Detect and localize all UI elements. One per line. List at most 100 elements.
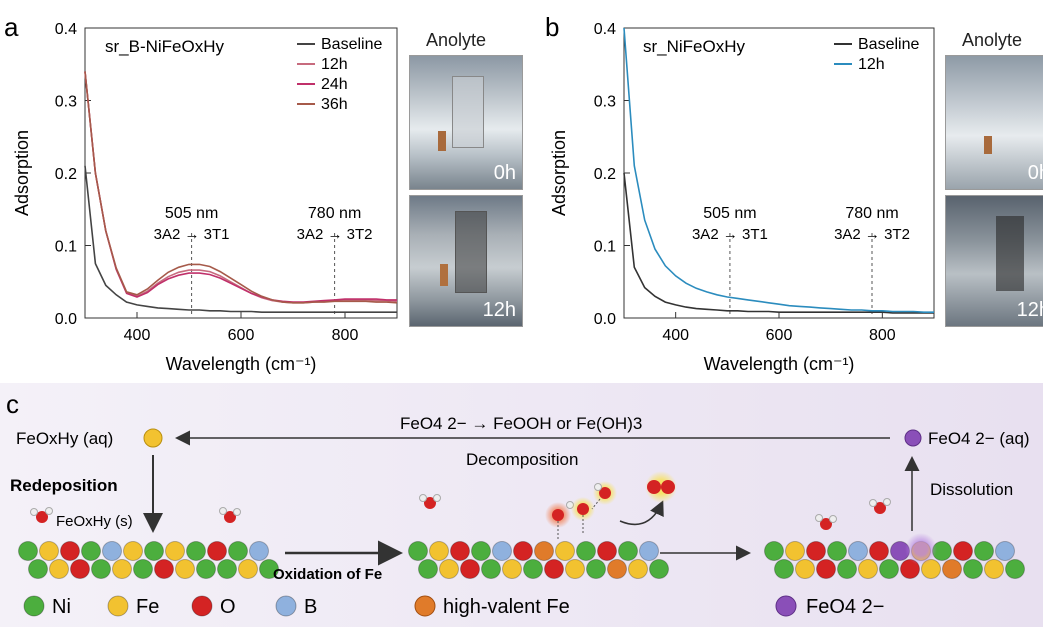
surface-atom <box>764 541 784 561</box>
feoxhy-aq-label: FeOxHy (aq) <box>16 429 113 448</box>
feo4-species-icon <box>904 429 922 447</box>
oxidation-label: Oxidation of Fe <box>273 566 382 583</box>
surface-atom <box>123 541 143 561</box>
series-line-24h <box>84 71 397 303</box>
surface-atom <box>154 559 174 579</box>
surface-atom <box>984 559 1004 579</box>
feo4-legend-label: FeO4 2− <box>806 596 884 618</box>
surface-atom <box>837 559 857 579</box>
sample-icon <box>438 131 446 151</box>
legend-atom-label: Fe <box>136 596 159 618</box>
catalyst-surface-1 <box>18 541 279 579</box>
surface-atom <box>70 559 90 579</box>
surface-atom <box>207 541 227 561</box>
series-line-12h <box>84 71 398 304</box>
water-molecule-icon <box>219 507 241 523</box>
panel-b-xlabel: Wavelength (cm⁻¹) <box>704 354 855 374</box>
annotation-wavelength: 505 nm <box>703 205 756 222</box>
y-tick-label: 0.4 <box>55 21 77 38</box>
atom-legend: Ni Fe O B <box>23 595 317 618</box>
panel-b-photo-0h: 0h <box>945 55 1043 190</box>
surface-atom <box>995 541 1015 561</box>
surface-atom <box>91 559 111 579</box>
surface-atom <box>28 559 48 579</box>
series-line-36h <box>84 71 398 304</box>
surface-atom <box>1005 559 1025 579</box>
annotation-transition: 3A2 → 3T2 <box>834 226 910 243</box>
legend-atom-icon <box>107 595 129 617</box>
annotation-transition: 3A2 → 3T2 <box>297 226 373 243</box>
catalyst-surface-3 <box>764 541 1025 579</box>
panel-b-chart: b 0.0 0.1 0.2 0.3 0.4 400 600 800 505 nm 3A2 → 3… <box>545 12 935 374</box>
surface-atom <box>963 559 983 579</box>
surface-atom <box>102 541 122 561</box>
surface-atom <box>175 559 195 579</box>
sample-icon <box>440 264 448 286</box>
surface-atom <box>544 559 564 579</box>
annotation-wavelength: 505 nm <box>165 205 218 222</box>
water-molecule-icon <box>869 498 891 514</box>
panel-b-photo-12h: 12h <box>945 195 1043 327</box>
panel-a-sample-label: sr_B-NiFeOxHy <box>105 37 225 56</box>
panel-b-anolyte-title: Anolyte <box>962 30 1023 50</box>
surface-atom <box>450 541 470 561</box>
series-line-baseline <box>623 172 934 314</box>
surface-atom <box>112 559 132 579</box>
surface-atom <box>858 559 878 579</box>
surface-atom <box>942 559 962 579</box>
surface-atom <box>639 541 659 561</box>
series-line-12h <box>623 27 934 313</box>
surface-atom <box>806 541 826 561</box>
surface-atom <box>471 541 491 561</box>
water-molecule-icon <box>815 514 837 530</box>
panel-a-ylabel: Adsorption <box>12 130 32 216</box>
legend-label: 12h <box>321 56 348 73</box>
surface-atom <box>534 541 554 561</box>
legend-label: 24h <box>321 76 348 93</box>
panel-a-xlabel: Wavelength (cm⁻¹) <box>166 354 317 374</box>
surface-atom <box>460 559 480 579</box>
x-tick-label: 400 <box>124 327 151 344</box>
surface-atom <box>523 559 543 579</box>
water-molecule-icon <box>30 507 53 523</box>
panel-a-plot-frame <box>84 27 398 319</box>
legend-atom-icon <box>275 595 297 617</box>
surface-atom <box>597 541 617 561</box>
y-tick-label: 0.0 <box>55 311 77 328</box>
high-valent-fe-icon <box>414 595 436 617</box>
surface-atom <box>144 541 164 561</box>
electrode-icon <box>455 211 487 293</box>
surface-atom <box>418 559 438 579</box>
high-valent-fe-label: high-valent Fe <box>443 596 570 618</box>
annotation-transition: 3A2 → 3T1 <box>154 226 230 243</box>
annotation-transition: 3A2 → 3T1 <box>692 226 768 243</box>
scheme-background <box>0 383 1043 627</box>
annotation-wavelength: 780 nm <box>845 205 898 222</box>
surface-atom <box>429 541 449 561</box>
surface-atom <box>795 559 815 579</box>
panel-a-letter: a <box>4 12 19 42</box>
y-tick-label: 0.1 <box>594 239 616 256</box>
panel-a-chart: a 0.0 0.1 0.2 0.3 0.4 400 600 800 505 nm 3A2 → 3… <box>4 12 398 374</box>
surface-atom <box>576 541 596 561</box>
panel-b-letter: b <box>545 12 559 42</box>
surface-atom <box>228 541 248 561</box>
surface-atom <box>565 559 585 579</box>
surface-atom <box>259 559 279 579</box>
y-tick-label: 0.3 <box>594 94 616 111</box>
surface-atom <box>492 541 512 561</box>
surface-feo4-glow <box>905 533 937 565</box>
x-tick-label: 600 <box>766 327 793 344</box>
legend-atom-label: Ni <box>52 596 71 618</box>
surface-atom <box>879 559 899 579</box>
surface-atom <box>816 559 836 579</box>
fe-species-icon <box>143 428 163 448</box>
y-tick-label: 0.2 <box>594 166 616 183</box>
surface-atom <box>81 541 101 561</box>
dissolution-label: Dissolution <box>930 480 1013 499</box>
legend-label: 12h <box>858 56 885 73</box>
surface-atom <box>502 559 522 579</box>
x-tick-label: 800 <box>332 327 359 344</box>
surface-atom <box>49 559 69 579</box>
panel-a-photo-0h: 0h <box>409 55 523 190</box>
